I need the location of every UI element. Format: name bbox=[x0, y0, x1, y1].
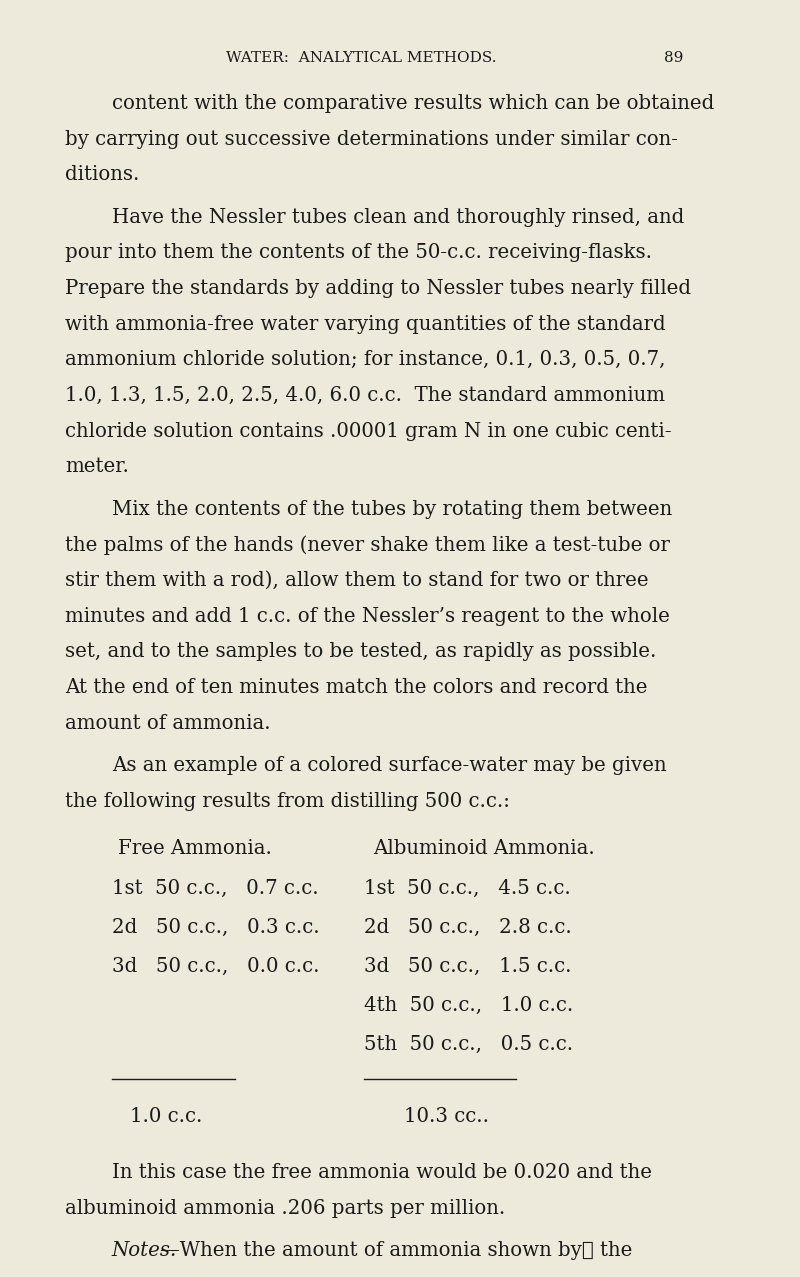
Text: 2d   50 c.c.,   2.8 c.c.: 2d 50 c.c., 2.8 c.c. bbox=[365, 918, 572, 937]
Text: 10.3 cc..: 10.3 cc.. bbox=[404, 1107, 489, 1126]
Text: In this case the free ammonia would be 0.020 and the: In this case the free ammonia would be 0… bbox=[112, 1163, 652, 1183]
Text: the following results from distilling 500 c.c.:: the following results from distilling 50… bbox=[65, 792, 510, 811]
Text: As an example of a colored surface-water may be given: As an example of a colored surface-water… bbox=[112, 756, 666, 775]
Text: Notes.: Notes. bbox=[112, 1241, 177, 1260]
Text: At the end of ten minutes match the colors and record the: At the end of ten minutes match the colo… bbox=[65, 678, 647, 697]
Text: albuminoid ammonia .206 parts per million.: albuminoid ammonia .206 parts per millio… bbox=[65, 1199, 505, 1218]
Text: WATER:  ANALYTICAL METHODS.: WATER: ANALYTICAL METHODS. bbox=[226, 51, 496, 65]
Text: 2d   50 c.c.,   0.3 c.c.: 2d 50 c.c., 0.3 c.c. bbox=[112, 918, 319, 937]
Text: by carrying out successive determinations under similar con-: by carrying out successive determination… bbox=[65, 130, 678, 148]
Text: chloride solution contains .00001 gram N in one cubic centi-: chloride solution contains .00001 gram N… bbox=[65, 421, 671, 441]
Text: minutes and add 1 c.c. of the Nessler’s reagent to the whole: minutes and add 1 c.c. of the Nessler’s … bbox=[65, 607, 670, 626]
Text: the palms of the hands (never shake them like a test-tube or: the palms of the hands (never shake them… bbox=[65, 535, 670, 555]
Text: stir them with a rod), allow them to stand for two or three: stir them with a rod), allow them to sta… bbox=[65, 571, 649, 590]
Text: Mix the contents of the tubes by rotating them between: Mix the contents of the tubes by rotatin… bbox=[112, 499, 672, 518]
Text: 4th  50 c.c.,   1.0 c.c.: 4th 50 c.c., 1.0 c.c. bbox=[365, 996, 574, 1015]
Text: 89: 89 bbox=[664, 51, 683, 65]
Text: amount of ammonia.: amount of ammonia. bbox=[65, 714, 270, 733]
Text: 3d   50 c.c.,   0.0 c.c.: 3d 50 c.c., 0.0 c.c. bbox=[112, 958, 319, 976]
Text: 5th  50 c.c.,   0.5 c.c.: 5th 50 c.c., 0.5 c.c. bbox=[365, 1036, 574, 1055]
Text: Have the Nessler tubes clean and thoroughly rinsed, and: Have the Nessler tubes clean and thoroug… bbox=[112, 208, 684, 227]
Text: Albuminoid Ammonia.: Albuminoid Ammonia. bbox=[373, 839, 594, 858]
Text: 1.0 c.c.: 1.0 c.c. bbox=[130, 1107, 202, 1126]
Text: 1st  50 c.c.,   4.5 c.c.: 1st 50 c.c., 4.5 c.c. bbox=[365, 879, 571, 898]
Text: ditions.: ditions. bbox=[65, 165, 139, 184]
Text: meter.: meter. bbox=[65, 457, 129, 476]
Text: 1.0, 1.3, 1.5, 2.0, 2.5, 4.0, 6.0 c.c.  The standard ammonium: 1.0, 1.3, 1.5, 2.0, 2.5, 4.0, 6.0 c.c. T… bbox=[65, 386, 665, 405]
Text: content with the comparative results which can be obtained: content with the comparative results whi… bbox=[112, 94, 714, 112]
Text: 1st  50 c.c.,   0.7 c.c.: 1st 50 c.c., 0.7 c.c. bbox=[112, 879, 318, 898]
Text: 3d   50 c.c.,   1.5 c.c.: 3d 50 c.c., 1.5 c.c. bbox=[365, 958, 572, 976]
Text: ammonium chloride solution; for instance, 0.1, 0.3, 0.5, 0.7,: ammonium chloride solution; for instance… bbox=[65, 350, 666, 369]
Text: Prepare the standards by adding to Nessler tubes nearly filled: Prepare the standards by adding to Nessl… bbox=[65, 280, 691, 298]
Text: with ammonia-free water varying quantities of the standard: with ammonia-free water varying quantiti… bbox=[65, 314, 666, 333]
Text: pour into them the contents of the 50-c.c. receiving-flasks.: pour into them the contents of the 50-c.… bbox=[65, 244, 652, 262]
Text: set, and to the samples to be tested, as rapidly as possible.: set, and to the samples to be tested, as… bbox=[65, 642, 656, 661]
Text: Free Ammonia.: Free Ammonia. bbox=[118, 839, 272, 858]
Text: —When the amount of ammonia shown byⱥ the: —When the amount of ammonia shown byⱥ th… bbox=[160, 1241, 633, 1260]
